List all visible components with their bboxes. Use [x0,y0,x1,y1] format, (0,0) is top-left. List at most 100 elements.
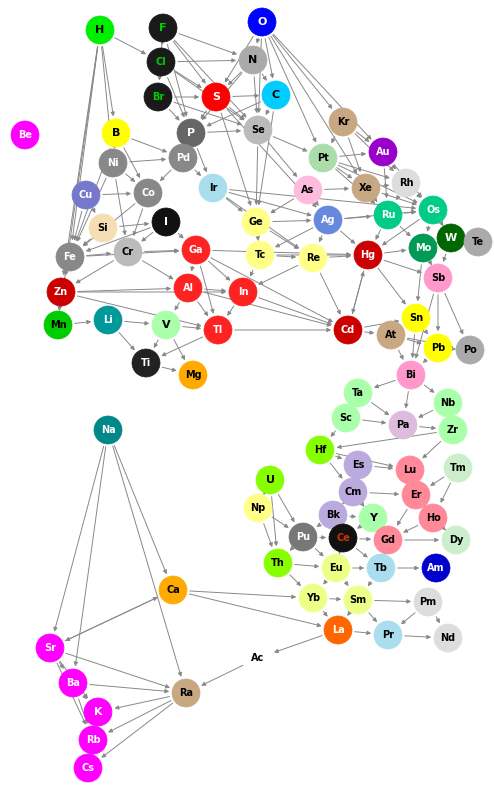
Text: Bi: Bi [406,370,416,380]
Text: Si: Si [98,223,108,233]
Text: Bk: Bk [326,510,340,520]
Circle shape [182,236,210,264]
Circle shape [322,554,350,582]
Circle shape [262,81,290,109]
Text: Dy: Dy [449,535,463,545]
Circle shape [352,174,380,202]
Circle shape [329,108,357,136]
Text: Rb: Rb [85,735,100,745]
Text: Pr: Pr [382,630,394,640]
Text: Y: Y [369,513,377,523]
Circle shape [74,754,102,782]
Text: Ca: Ca [166,585,180,595]
Text: Kr: Kr [337,117,349,127]
Text: Ir: Ir [209,183,217,193]
Circle shape [79,726,107,754]
Circle shape [314,206,342,234]
Text: Pm: Pm [419,597,437,607]
Text: P: P [187,128,195,138]
Text: Pt: Pt [317,153,329,163]
Circle shape [84,698,112,726]
Text: S: S [212,92,220,102]
Circle shape [419,196,447,224]
Circle shape [392,169,420,197]
Text: Sb: Sb [431,273,445,283]
Circle shape [374,201,402,229]
Text: Cm: Cm [344,487,362,497]
Circle shape [99,149,127,177]
Text: Er: Er [410,490,422,500]
Text: Pb: Pb [431,343,445,353]
Text: Ga: Ga [189,245,203,255]
Circle shape [434,624,462,652]
Text: Sr: Sr [44,643,56,653]
Circle shape [152,208,180,236]
Circle shape [424,334,452,362]
Circle shape [229,278,257,306]
Text: Tc: Tc [254,250,266,260]
Circle shape [389,411,417,439]
Text: Al: Al [182,283,194,293]
Text: In: In [238,287,248,297]
Text: Nb: Nb [440,398,455,408]
Text: U: U [265,475,275,485]
Circle shape [374,621,402,649]
Text: Mo: Mo [415,243,431,253]
Circle shape [299,584,327,612]
Circle shape [94,306,122,334]
Circle shape [174,274,202,302]
Circle shape [334,316,362,344]
Circle shape [242,208,270,236]
Circle shape [319,501,347,529]
Circle shape [439,416,467,444]
Text: As: As [301,185,315,195]
Text: Lu: Lu [404,465,416,475]
Circle shape [396,456,424,484]
Circle shape [59,669,87,697]
Text: Re: Re [306,253,320,263]
Text: Sn: Sn [409,313,423,323]
Circle shape [344,586,372,614]
Circle shape [89,214,117,242]
Circle shape [414,588,442,616]
Circle shape [339,478,367,506]
Text: Fe: Fe [64,252,77,262]
Circle shape [144,83,172,111]
Circle shape [367,554,395,582]
Circle shape [47,278,75,306]
Text: Os: Os [426,205,440,215]
Text: Xe: Xe [359,183,373,193]
Text: Np: Np [250,503,266,513]
Text: Gd: Gd [380,535,396,545]
Circle shape [56,243,84,271]
Text: Po: Po [463,345,477,355]
Circle shape [424,264,452,292]
Text: Ra: Ra [179,688,193,698]
Circle shape [422,554,450,582]
Circle shape [199,174,227,202]
Text: Hg: Hg [361,250,375,260]
Text: Ho: Ho [426,513,440,523]
Circle shape [72,181,100,209]
Circle shape [147,48,175,76]
Text: Cr: Cr [122,247,134,257]
Text: K: K [94,707,102,717]
Text: H: H [95,25,105,35]
Circle shape [377,321,405,349]
Circle shape [204,316,232,344]
Text: Yb: Yb [306,593,320,603]
Text: Pd: Pd [176,153,190,163]
Text: Mg: Mg [185,370,202,380]
Circle shape [344,379,372,407]
Circle shape [464,228,492,256]
Circle shape [306,436,334,464]
Text: Zr: Zr [447,425,459,435]
Circle shape [434,389,462,417]
Circle shape [248,8,276,36]
Circle shape [134,179,162,207]
Text: Na: Na [101,425,115,435]
Text: Cu: Cu [79,190,93,200]
Text: B: B [112,128,120,138]
Circle shape [179,361,207,389]
Text: W: W [445,233,457,243]
